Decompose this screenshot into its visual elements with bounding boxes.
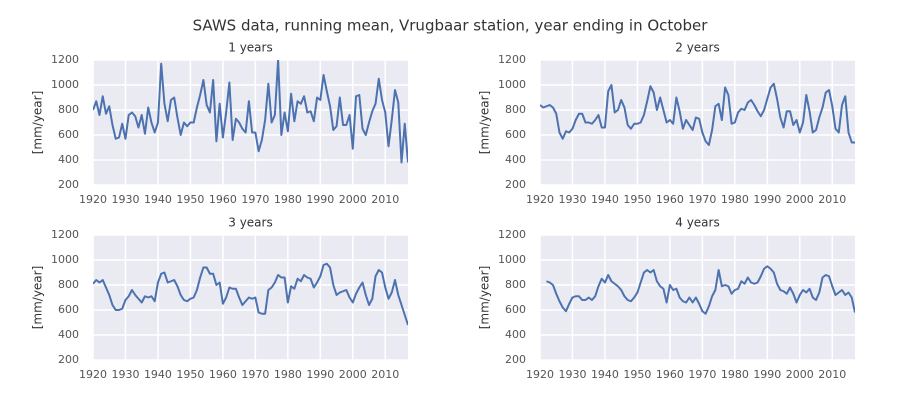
y-tick-label: 1200 [51, 228, 79, 241]
x-tick-label: 1980 [274, 368, 302, 381]
data-line [546, 265, 855, 315]
subplot: 200 400 600 800 1000 1200 1920 1930 1940 1950 1960… [478, 216, 855, 381]
figure-title: SAWS data, running mean, Vrugbaar statio… [193, 17, 709, 35]
y-tick-label: 800 [505, 103, 526, 116]
y-tick-label: 1200 [51, 53, 79, 66]
y-tick-label: 400 [58, 328, 79, 341]
x-tick-label: 2010 [371, 193, 399, 206]
y-tick-label: 1000 [51, 78, 79, 91]
x-tick-label: 2010 [818, 368, 846, 381]
x-tick-label: 1950 [623, 193, 651, 206]
x-tick-label: 1970 [688, 193, 716, 206]
y-axis-label: [mm/year] [31, 91, 45, 155]
y-tick-label: 200 [58, 353, 79, 366]
data-line [93, 262, 408, 326]
subplot-title: 2 years [675, 41, 719, 55]
x-tick-label: 1960 [209, 368, 237, 381]
x-tick-label: 2000 [339, 193, 367, 206]
x-tick-label: 1970 [241, 193, 269, 206]
y-tick-label: 600 [505, 128, 526, 141]
x-tick-label: 2000 [786, 368, 814, 381]
x-tick-label: 1950 [623, 368, 651, 381]
x-tick-label: 1970 [688, 368, 716, 381]
y-tick-label: 200 [58, 178, 79, 191]
y-tick-label: 1200 [498, 228, 526, 241]
y-axis-label: [mm/year] [478, 266, 492, 330]
subplot-title: 1 years [228, 41, 272, 55]
x-tick-label: 1920 [526, 193, 554, 206]
y-tick-label: 1000 [498, 78, 526, 91]
x-tick-label: 1960 [656, 193, 684, 206]
x-tick-label: 1920 [526, 368, 554, 381]
y-tick-label: 800 [505, 278, 526, 291]
y-tick-label: 400 [58, 153, 79, 166]
subplot-title: 3 years [228, 216, 272, 230]
y-tick-label: 1000 [498, 253, 526, 266]
x-tick-label: 1990 [306, 193, 334, 206]
y-tick-label: 1000 [51, 253, 79, 266]
subplot: 200 400 600 800 1000 1200 1920 1930 1940 1950 1960… [478, 41, 855, 206]
x-tick-label: 1940 [591, 193, 619, 206]
y-tick-label: 1200 [498, 53, 526, 66]
y-axis-label: [mm/year] [478, 91, 492, 155]
y-tick-label: 800 [58, 103, 79, 116]
x-tick-label: 1920 [79, 193, 107, 206]
x-tick-label: 1980 [721, 193, 749, 206]
x-tick-label: 1990 [753, 368, 781, 381]
data-line [540, 82, 855, 146]
subplot: 200 400 600 800 1000 1200 1920 1930 1940 1950 1960… [31, 216, 408, 381]
y-axis-label: [mm/year] [31, 266, 45, 330]
subplot-title: 4 years [675, 216, 719, 230]
x-tick-label: 1960 [209, 193, 237, 206]
x-tick-label: 1930 [111, 193, 139, 206]
y-tick-label: 200 [505, 353, 526, 366]
x-tick-label: 2010 [371, 368, 399, 381]
data-line [93, 60, 408, 164]
y-tick-label: 400 [505, 153, 526, 166]
y-tick-label: 600 [58, 303, 79, 316]
y-tick-label: 800 [58, 278, 79, 291]
x-tick-label: 1950 [176, 193, 204, 206]
x-tick-label: 1980 [274, 193, 302, 206]
y-tick-label: 400 [505, 328, 526, 341]
x-tick-label: 1990 [306, 368, 334, 381]
x-tick-label: 1990 [753, 193, 781, 206]
y-tick-label: 200 [505, 178, 526, 191]
x-tick-label: 1920 [79, 368, 107, 381]
x-tick-label: 1930 [111, 368, 139, 381]
y-tick-label: 600 [505, 303, 526, 316]
x-tick-label: 1940 [144, 193, 172, 206]
x-tick-label: 1950 [176, 368, 204, 381]
x-tick-label: 1940 [144, 368, 172, 381]
x-tick-label: 1930 [558, 193, 586, 206]
x-tick-label: 2010 [818, 193, 846, 206]
x-tick-label: 1940 [591, 368, 619, 381]
x-tick-label: 2000 [339, 368, 367, 381]
x-tick-label: 1970 [241, 368, 269, 381]
plot-background [540, 235, 855, 360]
x-tick-label: 1980 [721, 368, 749, 381]
subplot: 200 400 600 800 1000 1200 1920 1930 1940 1950 1960… [31, 41, 408, 206]
x-tick-label: 2000 [786, 193, 814, 206]
y-tick-label: 600 [58, 128, 79, 141]
x-tick-label: 1960 [656, 368, 684, 381]
x-tick-label: 1930 [558, 368, 586, 381]
